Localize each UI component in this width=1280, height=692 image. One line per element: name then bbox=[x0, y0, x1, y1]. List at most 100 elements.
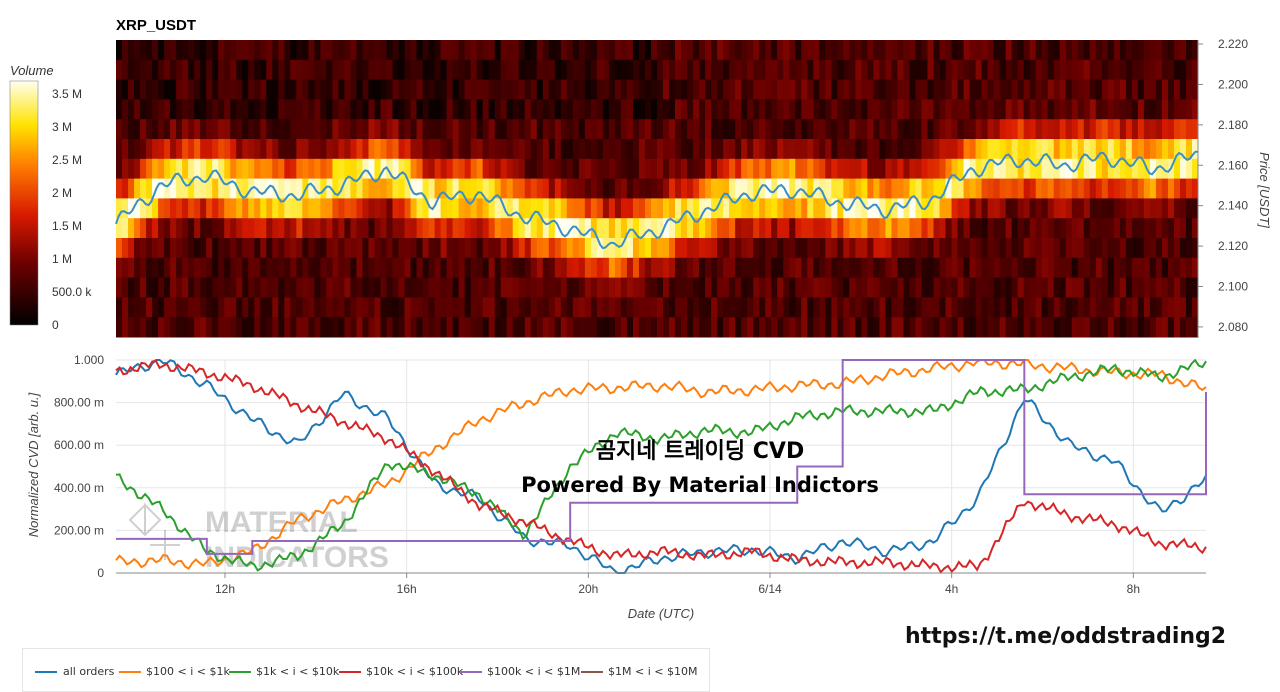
heatmap-cell bbox=[572, 59, 580, 81]
heatmap-cell bbox=[434, 40, 442, 61]
heatmap-cell bbox=[957, 238, 965, 259]
heatmap-cell bbox=[542, 59, 550, 81]
heatmap-cell bbox=[1107, 79, 1115, 100]
heatmap-cell bbox=[398, 40, 406, 61]
heatmap-cell bbox=[188, 40, 195, 61]
heatmap-cell bbox=[951, 59, 959, 81]
heatmap-cell bbox=[308, 257, 315, 279]
heatmap-cell bbox=[410, 99, 418, 120]
heatmap-cell bbox=[837, 40, 844, 61]
legend-label-all-orders[interactable]: all orders bbox=[63, 665, 115, 678]
heatmap-cell bbox=[440, 257, 448, 279]
heatmap-cell bbox=[927, 238, 935, 259]
heatmap-cell bbox=[675, 198, 682, 219]
legend-label-1k-10k[interactable]: $1k < i < $10k bbox=[256, 665, 340, 678]
heatmap-cell bbox=[116, 99, 123, 120]
heatmap-cell bbox=[266, 218, 273, 239]
heatmap-cell bbox=[1041, 277, 1049, 298]
heatmap-cell bbox=[1011, 218, 1019, 239]
heatmap-cell bbox=[903, 158, 910, 180]
heatmap-cell bbox=[663, 218, 670, 239]
heatmap-cell bbox=[693, 297, 700, 318]
heatmap-cell bbox=[140, 139, 147, 160]
heatmap-cell bbox=[596, 317, 604, 338]
heatmap-cell bbox=[897, 218, 904, 239]
heatmap-cell bbox=[1071, 178, 1079, 199]
heatmap-cell bbox=[1119, 139, 1127, 160]
heatmap-cell bbox=[1173, 198, 1181, 219]
heatmap-cell bbox=[386, 238, 394, 259]
heatmap-cell bbox=[1143, 40, 1151, 61]
legend-label-100-1k[interactable]: $100 < i < $1k bbox=[146, 665, 230, 678]
heatmap-cell bbox=[1011, 79, 1019, 100]
heatmap-cell bbox=[560, 297, 568, 318]
heatmap-cell bbox=[1149, 198, 1157, 219]
heatmap-cell bbox=[897, 40, 904, 61]
heatmap-cell bbox=[434, 297, 442, 318]
heatmap-cell bbox=[909, 198, 916, 219]
heatmap-cell bbox=[987, 99, 995, 120]
heatmap-cell bbox=[152, 297, 159, 318]
legend-label-1m-10m[interactable]: $1M < i < $10M bbox=[608, 665, 698, 678]
heatmap-cell bbox=[1149, 99, 1157, 120]
heatmap-cell bbox=[885, 99, 892, 120]
legend-label-10k-100k[interactable]: $10k < i < $100k bbox=[366, 665, 464, 678]
heatmap-cell bbox=[891, 139, 898, 160]
heatmap-cell bbox=[482, 317, 490, 338]
heatmap-cell bbox=[554, 297, 562, 318]
heatmap-cell bbox=[759, 40, 766, 61]
heatmap-cell bbox=[825, 198, 832, 219]
heatmap-cell bbox=[572, 99, 580, 120]
heatmap-cell bbox=[1095, 99, 1103, 120]
heatmap-cell bbox=[248, 40, 255, 61]
heatmap-cell bbox=[554, 257, 562, 279]
heatmap-cell bbox=[128, 178, 135, 199]
heatmap-cell bbox=[584, 297, 592, 318]
heatmap-cell bbox=[1089, 238, 1097, 259]
heatmap-cell bbox=[729, 257, 736, 279]
heatmap-cell bbox=[554, 79, 562, 100]
heatmap-cell bbox=[248, 257, 255, 279]
heatmap-cell bbox=[999, 238, 1007, 259]
heatmap-cell bbox=[1179, 99, 1187, 120]
heatmap-cell bbox=[242, 277, 249, 298]
cvd-y-tick-label: 800.00 m bbox=[54, 396, 104, 410]
heatmap-cell bbox=[464, 257, 472, 279]
heatmap-cell bbox=[374, 40, 381, 61]
heatmap-cell bbox=[434, 119, 442, 140]
telegram-link[interactable]: https://t.me/oddstrading2 bbox=[905, 624, 1227, 649]
heatmap-cell bbox=[921, 317, 928, 338]
heatmap-cell bbox=[729, 178, 736, 199]
heatmap-cell bbox=[632, 40, 640, 61]
heatmap-cell bbox=[290, 158, 297, 180]
heatmap-cell bbox=[512, 238, 520, 259]
heatmap-cell bbox=[1059, 79, 1067, 100]
legend-label-100k-1m[interactable]: $100k < i < $1M bbox=[487, 665, 581, 678]
heatmap-cell bbox=[759, 277, 766, 298]
heatmap-cell bbox=[1089, 59, 1097, 81]
heatmap-cell bbox=[272, 139, 279, 160]
heatmap-cell bbox=[885, 158, 892, 180]
heatmap-cell bbox=[981, 277, 989, 298]
heatmap-cell bbox=[1011, 297, 1019, 318]
heatmap-cell bbox=[975, 79, 983, 100]
heatmap-cell bbox=[458, 59, 466, 81]
heatmap-cell bbox=[831, 99, 838, 120]
heatmap-cell bbox=[723, 277, 730, 298]
heatmap-cell bbox=[146, 158, 153, 180]
heatmap-cell bbox=[735, 317, 742, 338]
heatmap-cell bbox=[308, 40, 315, 61]
heatmap-cell bbox=[735, 119, 742, 140]
heatmap-cell bbox=[1113, 99, 1121, 120]
heatmap-cell bbox=[723, 257, 730, 279]
heatmap-cell bbox=[542, 40, 550, 61]
heatmap-cell bbox=[290, 297, 297, 318]
heatmap-cell bbox=[657, 40, 664, 61]
heatmap-cell bbox=[1167, 178, 1175, 199]
heatmap-cell bbox=[242, 178, 249, 199]
heatmap-cell bbox=[206, 40, 213, 61]
heatmap-cell bbox=[849, 79, 856, 100]
heatmap-cell bbox=[975, 59, 983, 81]
heatmap-cell bbox=[356, 139, 363, 160]
heatmap-cell bbox=[843, 158, 850, 180]
